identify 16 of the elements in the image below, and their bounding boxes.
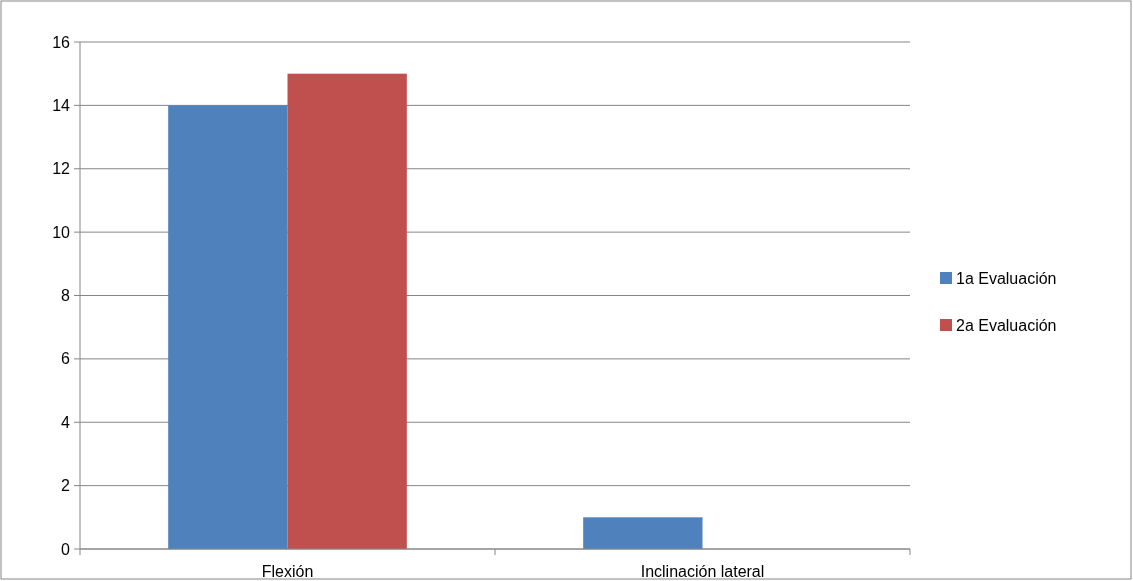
bar (287, 73, 407, 549)
x-tick-label: Inclinación lateral (640, 563, 765, 580)
x-tick-label: Flexión (261, 563, 314, 580)
bar (583, 517, 703, 549)
y-tick-label: 10 (52, 223, 71, 241)
y-tick-label: 16 (52, 33, 71, 51)
y-tick-label: 2 (61, 477, 71, 495)
y-tick-label: 8 (61, 287, 71, 305)
legend-label: 1a Evaluación (956, 269, 1057, 287)
y-tick-label: 0 (61, 540, 71, 558)
y-tick-label: 4 (61, 413, 71, 431)
legend-label: 2a Evaluación (956, 316, 1057, 334)
bar (168, 105, 288, 549)
y-tick-label: 12 (52, 160, 71, 178)
y-tick-label: 14 (52, 96, 71, 114)
y-tick-label: 6 (61, 350, 71, 368)
